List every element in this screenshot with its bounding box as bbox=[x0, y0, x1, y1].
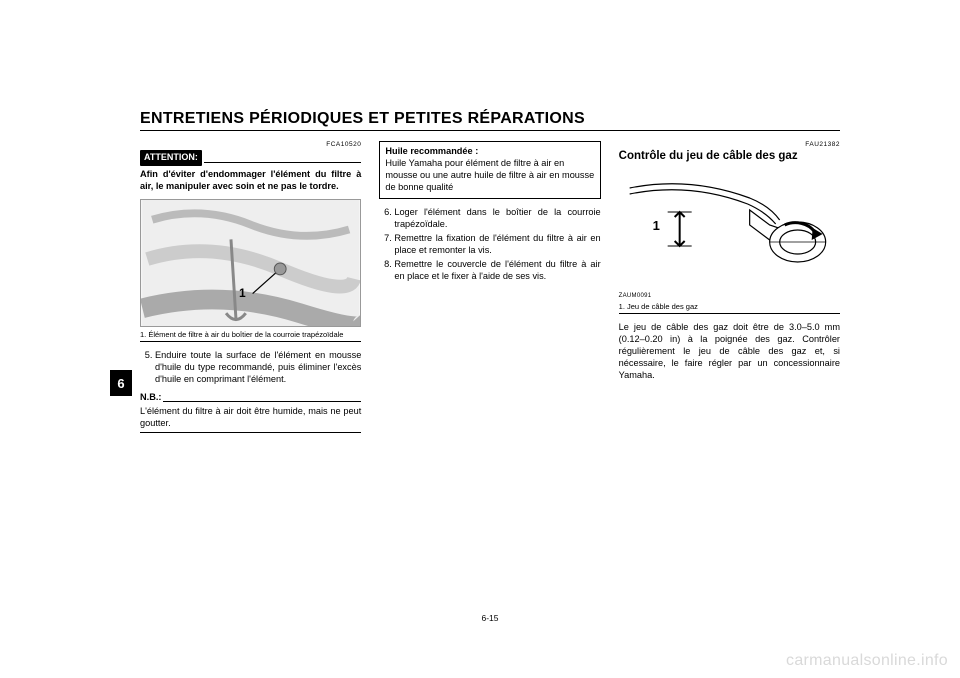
page-title: ENTRETIENS PÉRIODIQUES ET PETITES RÉPARA… bbox=[140, 110, 840, 131]
step-8: Remettre le couvercle de l'élément du fi… bbox=[394, 259, 600, 283]
recommended-oil-box: Huile recommandée : Huile Yamaha pour él… bbox=[379, 141, 600, 199]
page-content: ENTRETIENS PÉRIODIQUES ET PETITES RÉPARA… bbox=[140, 110, 840, 433]
step-6: Loger l'élément dans le boîtier de la co… bbox=[394, 207, 600, 231]
attention-badge: ATTENTION: bbox=[140, 150, 202, 166]
step-5: Enduire toute la surface de l'élément en… bbox=[155, 350, 361, 386]
section-title: Contrôle du jeu de câble des gaz bbox=[619, 150, 840, 164]
nb-heading: N.B.: bbox=[140, 392, 361, 404]
column-3: FAU21382 Contrôle du jeu de câble des ga… bbox=[619, 141, 840, 433]
nb-text: L'élément du filtre à air doit être humi… bbox=[140, 406, 361, 430]
figure-caption-col3: 1. Jeu de câble des gaz bbox=[619, 302, 840, 314]
nb-end-rule bbox=[140, 432, 361, 433]
attention-heading: ATTENTION: bbox=[140, 150, 361, 166]
figure-callout-1-col3: 1 bbox=[653, 218, 660, 235]
figure-tiny-ref: ZAUM0091 bbox=[619, 293, 840, 301]
figure-air-filter: 1 bbox=[140, 199, 361, 327]
step-7: Remettre la fixation de l'élément du fil… bbox=[394, 233, 600, 257]
column-1: FCA10520 ATTENTION: Afin d'éviter d'endo… bbox=[140, 141, 361, 433]
box-text: Huile Yamaha pour élément de filtre à ai… bbox=[385, 158, 594, 194]
page-number: 6-15 bbox=[140, 613, 840, 623]
columns: FCA10520 ATTENTION: Afin d'éviter d'endo… bbox=[140, 141, 840, 433]
attention-text: Afin d'éviter d'endommager l'élément du … bbox=[140, 169, 361, 193]
body-text-col3: Le jeu de câble des gaz doit être de 3.0… bbox=[619, 322, 840, 382]
watermark: carmanualsonline.info bbox=[786, 652, 948, 670]
step-list-5: Enduire toute la surface de l'élément en… bbox=[140, 350, 361, 386]
ref-code: FCA10520 bbox=[140, 141, 361, 149]
figure-caption: 1. Élément de filtre à air du boîtier de… bbox=[140, 330, 361, 342]
attention-rule bbox=[204, 162, 362, 163]
figure-throttle-cable: 1 bbox=[619, 170, 840, 290]
chapter-tab: 6 bbox=[110, 370, 132, 396]
nb-rule bbox=[163, 401, 361, 402]
figure-callout-1: 1 bbox=[239, 286, 246, 302]
air-filter-photo-placeholder bbox=[141, 200, 360, 326]
ref-code-col3: FAU21382 bbox=[619, 141, 840, 149]
step-list-6-8: Loger l'élément dans le boîtier de la co… bbox=[379, 207, 600, 283]
box-title: Huile recommandée : bbox=[385, 146, 594, 158]
nb-label: N.B.: bbox=[140, 392, 161, 404]
column-2: Huile recommandée : Huile Yamaha pour él… bbox=[379, 141, 600, 433]
